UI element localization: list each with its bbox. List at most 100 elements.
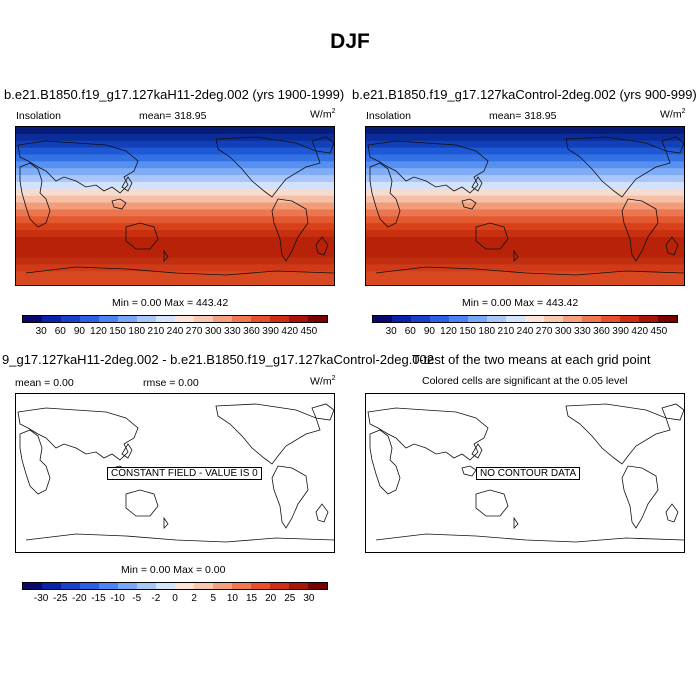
colorbar-swatch [620, 316, 639, 322]
colorbar-swatch [658, 316, 677, 322]
colorbar-swatch [468, 316, 487, 322]
colorbar-swatch [232, 316, 251, 322]
insolation-band [16, 264, 334, 272]
insolation-band [16, 168, 334, 176]
insolation-band [16, 202, 334, 210]
coastline [565, 403, 671, 465]
insolation-band [366, 278, 684, 285]
difference-colorbar [22, 582, 328, 590]
colorbar-tick-label: 240 [166, 326, 184, 337]
coastline [315, 236, 329, 256]
panel-1-units: W/m2 [310, 108, 336, 121]
insolation-band [366, 133, 684, 142]
coastline [19, 162, 51, 228]
colorbar-swatch [544, 316, 563, 322]
panel-2-title: b.e21.B1850.f19_g17.127kaControl-2deg.00… [352, 87, 697, 102]
insolation-band [16, 236, 334, 245]
coastline [461, 198, 477, 210]
colorbar-swatch [80, 316, 99, 322]
insolation-band [366, 127, 684, 135]
colorbar-tick-label: 60 [404, 326, 416, 337]
coastline [369, 429, 401, 495]
colorbar-tick-label: 420 [281, 326, 299, 337]
coastline [661, 403, 684, 421]
colorbar-swatch [213, 583, 232, 589]
colorbar-tick-label: -20 [72, 593, 87, 604]
colorbar-tick-label: 5 [210, 593, 217, 604]
panel-2-left-label: Insolation [366, 110, 411, 122]
coastline [163, 516, 169, 529]
panel-1-map [15, 126, 335, 286]
panel-3-minmax: Min = 0.00 Max = 0.00 [121, 564, 226, 576]
coastline [111, 198, 127, 210]
insolation-band [16, 147, 334, 155]
insolation-band [16, 195, 334, 204]
coastline [475, 222, 509, 250]
colorbar-swatch [582, 316, 601, 322]
insolation-band [366, 140, 684, 149]
colorbar-tick-label: 150 [459, 326, 476, 337]
colorbar-swatch [137, 583, 156, 589]
insolation-band [16, 230, 334, 238]
colorbar-swatch [289, 583, 308, 589]
colorbar-tick-label: 360 [593, 326, 610, 337]
colorbar-tick-label: 450 [300, 326, 318, 337]
panel-3-title: 9_g17.127kaH11-2deg.002 - b.e21.B1850.f1… [2, 352, 434, 367]
insolation-band [16, 161, 334, 169]
colorbar-tick-label: 30 [303, 593, 315, 604]
colorbar-swatch [251, 583, 270, 589]
coastline [25, 533, 334, 543]
colorbar-tick-label: 300 [554, 326, 572, 337]
panel-4-title: T-test of the two means at each grid poi… [412, 352, 651, 367]
colorbar-tick-label: 210 [147, 326, 165, 337]
insolation-band [16, 243, 334, 252]
insolation-band [16, 250, 334, 259]
panel-2-map [365, 126, 685, 286]
colorbar-tick-label: -10 [110, 593, 125, 604]
colorbar-swatch [137, 316, 156, 322]
coastline [367, 407, 489, 461]
colorbar-swatch [156, 316, 175, 322]
colorbar-swatch [392, 316, 411, 322]
insolation-band [16, 133, 334, 142]
colorbar-tick-label: -5 [132, 593, 142, 604]
colorbar-swatch [61, 583, 80, 589]
coastline [461, 465, 477, 477]
insolation-band [366, 271, 684, 279]
colorbar-swatch [251, 316, 270, 322]
colorbar-swatch [23, 316, 42, 322]
colorbar-tick-label: 330 [224, 326, 241, 337]
colorbar-swatch [563, 316, 582, 322]
coastline [621, 198, 659, 262]
colorbar-swatch [308, 583, 327, 589]
colorbar-swatch [194, 316, 213, 322]
insolation-band [366, 147, 684, 155]
colorbar-swatch [99, 583, 118, 589]
colorbar-swatch [118, 583, 137, 589]
insolation-band [366, 202, 684, 210]
colorbar-swatch [506, 316, 525, 322]
colorbar-tick-label: 90 [73, 326, 85, 337]
coastline [163, 249, 169, 262]
insolation-band [16, 278, 334, 285]
coastline [121, 176, 133, 192]
coastline [475, 489, 509, 517]
panel-2-colorbar [372, 315, 678, 323]
insolation-band [16, 271, 334, 279]
colorbar-tick-label: -15 [91, 593, 106, 604]
colorbar-tick-label: 0 [172, 593, 178, 604]
insolation-band [366, 168, 684, 176]
insolation-band [16, 216, 334, 224]
coastline [367, 140, 489, 194]
colorbar-swatch [270, 316, 289, 322]
colorbar-tick-label: 90 [423, 326, 435, 337]
panel-3-map-outline [17, 403, 334, 543]
colorbar-tick-label: 150 [109, 326, 126, 337]
panel-1-mean: mean= 318.95 [139, 110, 207, 122]
coastline [665, 236, 679, 256]
insolation-band [16, 181, 334, 190]
panel-4-map-outline [367, 403, 684, 543]
panel-3-mean: mean = 0.00 [15, 377, 74, 389]
colorbar-swatch [430, 316, 449, 322]
coastline [375, 533, 684, 543]
